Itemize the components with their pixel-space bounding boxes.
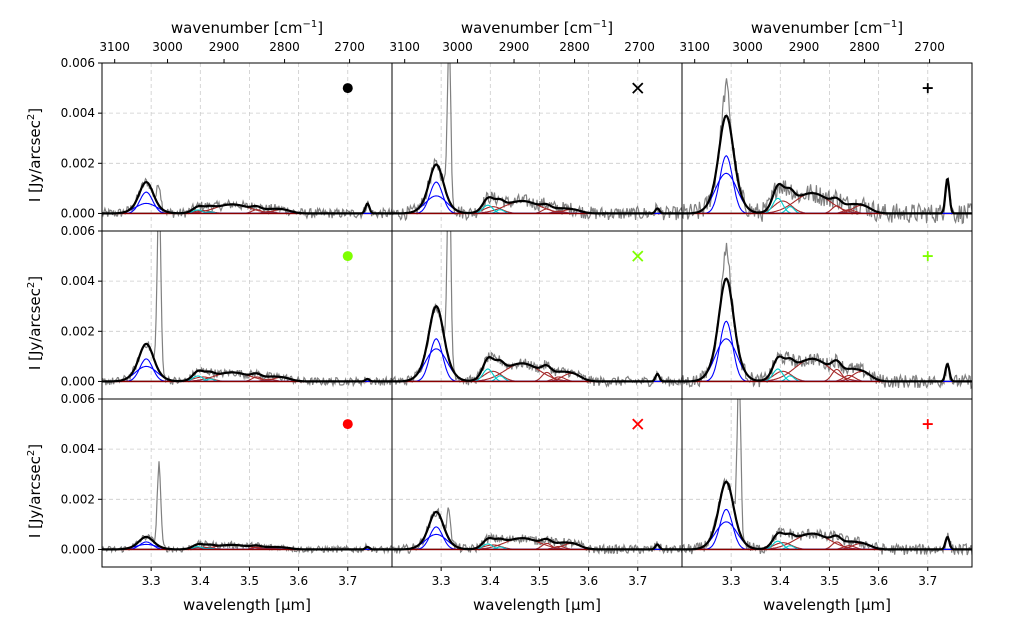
total-fit-line (682, 480, 972, 551)
panel-r0-c2: 3100 3000 2900 2800 2700 wavenumber [cm−1] (679, 19, 973, 232)
observed-spectrum-line (682, 242, 972, 390)
y-tick-label: 0.006 (61, 224, 95, 238)
y-tick-label: 0.004 (61, 106, 95, 120)
x2-tick-label: 2700 (334, 40, 365, 54)
y-axis-label: I [Jy/arcsec2] (26, 444, 44, 538)
x2-tick-label: 2800 (269, 40, 300, 54)
aromatic-component-line (392, 526, 682, 550)
x2-axis-label: wavenumber [cm−1] (461, 19, 613, 37)
x-tick-label: 3.6 (579, 574, 598, 588)
x2-tick-label: 2700 (914, 40, 945, 54)
panel-marker-circle (342, 83, 353, 94)
panel-marker-plus (922, 83, 933, 94)
y-tick-label: 0.006 (61, 56, 95, 70)
panel-marker-circle (342, 251, 353, 262)
x2-tick-label: 3100 (99, 40, 130, 54)
x2-tick-label: 3100 (389, 40, 420, 54)
total-fit-line (392, 305, 682, 383)
x-tick-label: 3.7 (628, 574, 647, 588)
panel-marker-x (632, 82, 644, 94)
panel-marker-x (632, 250, 644, 262)
x-tick-label: 3.5 (530, 574, 549, 588)
y-tick-label: 0.000 (61, 206, 95, 220)
x-axis-label: wavelength [μm] (473, 596, 601, 614)
aromatic-component-line (392, 338, 682, 382)
y-tick-label: 0.002 (61, 156, 95, 170)
panel-r0-c0: 0.000 0.002 0.004 0.006 I [Jy/arcsec2] 3100 30… (26, 19, 393, 232)
panel-r2-c1: 3.3 3.4 3.5 3.6 3.7 wavelength [μm] (391, 398, 683, 614)
observed-spectrum-line (102, 177, 392, 220)
panel-marker-plus (922, 419, 933, 430)
x2-tick-label: 3000 (732, 40, 763, 54)
x-tick-label: 3.3 (722, 574, 741, 588)
panel-r2-c0: 0.000 0.002 0.004 0.006 I [Jy/arcsec2] 3.3 3.4… (26, 392, 393, 614)
x-tick-label: 3.3 (432, 574, 451, 588)
panel-marker-plus (922, 251, 933, 262)
x2-tick-label: 2700 (624, 40, 655, 54)
x2-tick-label: 2900 (789, 40, 820, 54)
observed-spectrum-line (392, 63, 682, 222)
x-tick-label: 3.5 (820, 574, 839, 588)
x2-tick-label: 2900 (209, 40, 240, 54)
total-fit-line (102, 535, 392, 551)
y-tick-label: 0.000 (61, 374, 95, 388)
aromatic-component-line (682, 508, 972, 550)
panel-marker-circle (342, 419, 353, 430)
observed-spectrum-line (392, 507, 682, 555)
y-tick-label: 0.000 (61, 542, 95, 556)
total-fit-line (392, 510, 682, 551)
y-tick-label: 0.002 (61, 492, 95, 506)
panel-frame (681, 398, 973, 568)
x2-axis-label: wavenumber [cm−1] (751, 19, 903, 37)
x2-tick-label: 2900 (499, 40, 530, 54)
panel-r1-c1 (391, 230, 683, 400)
x-tick-label: 3.7 (338, 574, 357, 588)
aromatic-component-line (682, 320, 972, 382)
x2-tick-label: 2800 (559, 40, 590, 54)
x2-tick-label: 2800 (849, 40, 880, 54)
x-tick-label: 3.5 (240, 574, 259, 588)
x2-axis-label: wavenumber [cm−1] (171, 19, 323, 37)
x-axis-label: wavelength [μm] (763, 596, 891, 614)
x2-tick-label: 3000 (152, 40, 183, 54)
observed-spectrum-line (392, 231, 682, 388)
x-tick-label: 3.4 (771, 574, 790, 588)
x-axis-label: wavelength [μm] (183, 596, 311, 614)
total-fit-line (102, 180, 392, 215)
y-tick-label: 0.004 (61, 442, 95, 456)
total-fit-line (102, 342, 392, 383)
total-fit-line (392, 163, 682, 215)
observed-spectrum-line (102, 461, 392, 555)
x-tick-label: 3.3 (142, 574, 161, 588)
y-tick-label: 0.002 (61, 324, 95, 338)
panel-marker-x (632, 418, 644, 430)
panel-r1-c2 (681, 230, 973, 400)
x-tick-label: 3.7 (918, 574, 937, 588)
panel-r0-c1: 3100 3000 2900 2800 2700 wavenumber [cm−1] (389, 19, 683, 232)
x2-tick-label: 3100 (679, 40, 710, 54)
x-tick-label: 3.4 (191, 574, 210, 588)
y-axis-label: I [Jy/arcsec2] (26, 108, 44, 202)
x-tick-label: 3.6 (289, 574, 308, 588)
aromatic-component-line (102, 191, 392, 214)
panel-r1-c0: 0.000 0.002 0.004 0.006 I [Jy/arcsec2] (26, 224, 393, 400)
x2-tick-label: 3000 (442, 40, 473, 54)
observed-spectrum-line (682, 78, 972, 225)
y-tick-label: 0.004 (61, 274, 95, 288)
x-tick-label: 3.6 (869, 574, 888, 588)
total-fit-line (682, 114, 972, 215)
panel-r2-c2: 3.3 3.4 3.5 3.6 3.7 wavelength [μm] (681, 398, 973, 614)
aromatic-component-line (102, 358, 392, 382)
total-fit-line (682, 277, 972, 383)
x-tick-label: 3.4 (481, 574, 500, 588)
y-axis-label: I [Jy/arcsec2] (26, 276, 44, 370)
y-tick-label: 0.006 (61, 392, 95, 406)
